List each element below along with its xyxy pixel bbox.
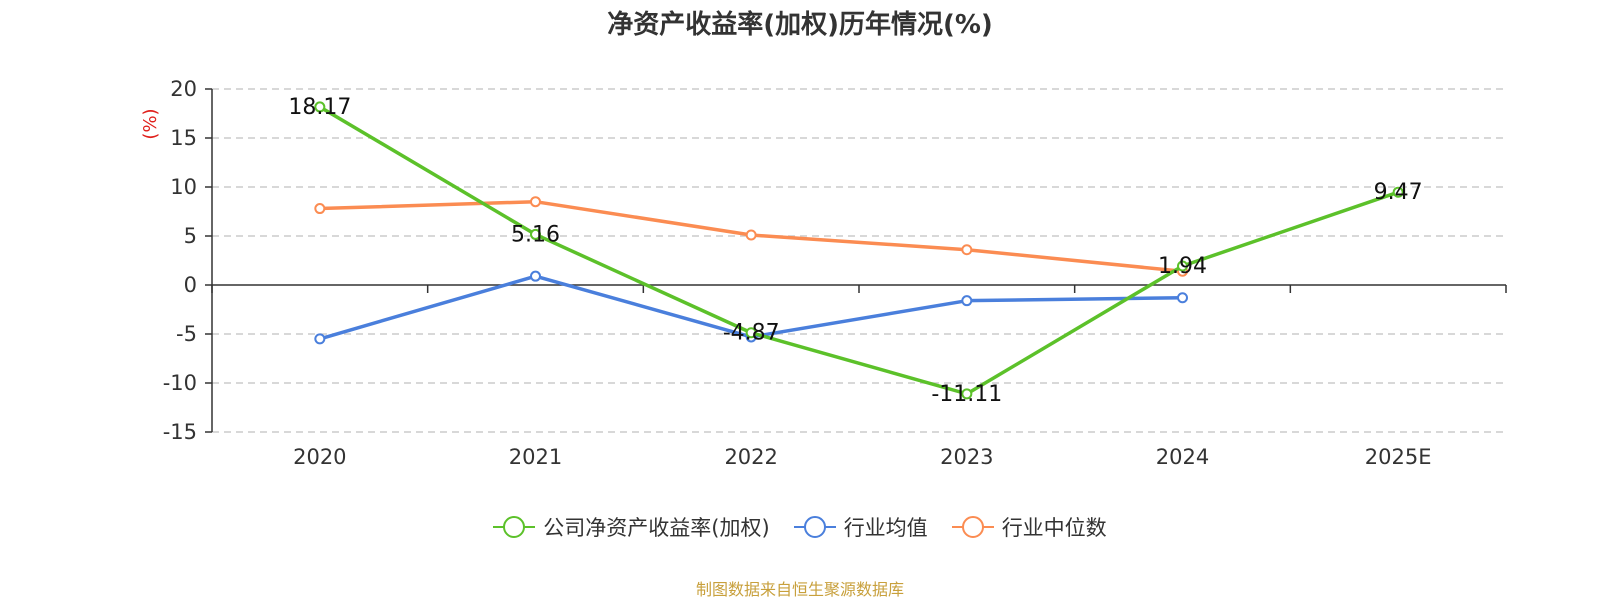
x-tick-label: 2025E [1365, 445, 1432, 469]
data-point [961, 295, 973, 307]
y-tick-label: 15 [170, 126, 197, 150]
data-point [530, 196, 541, 208]
chart-title: 净资产收益率(加权)历年情况(%) [607, 10, 993, 40]
data-point [530, 228, 541, 240]
legend-line-circle-icon [493, 516, 536, 538]
x-tick-label: 2024 [1156, 445, 1209, 469]
axes: 20 15 10 5 0 -5 -10 -15 2020 2021 2022 2023 2024 2025… [140, 77, 1507, 469]
legend-item[interactable]: 公司净资产收益率(加权) [493, 512, 770, 542]
data-point [745, 229, 757, 241]
data-point [1177, 292, 1188, 304]
y-tick-label: 20 [170, 77, 197, 101]
data-label: 5.16 [511, 222, 560, 247]
y-tick-label: 0 [184, 273, 197, 297]
data-point [1177, 260, 1188, 272]
series-line-0 [318, 105, 1399, 396]
legend-label: 公司净资产收益率(加权) [543, 516, 770, 540]
x-tick-label: 2021 [509, 445, 562, 469]
legend-label: 行业中位数 [1001, 516, 1107, 540]
data-label: -11.11 [931, 382, 1002, 407]
data-point [530, 270, 541, 282]
grid-lines [212, 88, 1506, 433]
y-tick-label: -5 [176, 322, 197, 346]
y-tick-label: -10 [163, 371, 197, 395]
data-point [314, 333, 326, 345]
legend-label: 行业均值 [843, 516, 928, 540]
data-point [961, 388, 973, 400]
x-tick-label: 2020 [293, 445, 346, 469]
y-tick-label: -15 [163, 420, 197, 444]
series-lines [314, 101, 1404, 400]
y-axis-label: (%) [140, 108, 161, 139]
legend: 公司净资产收益率(加权) 行业均值 行业中位数 [0, 512, 1600, 542]
y-tick-label: 5 [184, 224, 197, 248]
data-label: 18.17 [288, 95, 351, 120]
data-point [745, 327, 757, 339]
legend-line-circle-icon [793, 516, 836, 538]
data-labels: 18.17 5.16 -4.87 -11.11 1.94 9.47 [288, 95, 1422, 407]
data-point [1392, 186, 1404, 198]
legend-item[interactable]: 行业均值 [793, 512, 928, 542]
legend-line-circle-icon [951, 516, 994, 538]
legend-item[interactable]: 行业中位数 [951, 512, 1107, 542]
data-point [314, 203, 326, 215]
x-tick-label: 2022 [724, 445, 777, 469]
source-note: 制图数据来自恒生聚源数据库 [695, 580, 904, 599]
data-label: 1.94 [1158, 254, 1207, 279]
y-tick-label: 10 [170, 175, 197, 199]
data-label: -4.87 [723, 321, 780, 346]
x-tick-label: 2023 [940, 445, 993, 469]
data-point [314, 101, 326, 113]
data-label: 9.47 [1374, 180, 1423, 205]
data-point [961, 244, 973, 256]
